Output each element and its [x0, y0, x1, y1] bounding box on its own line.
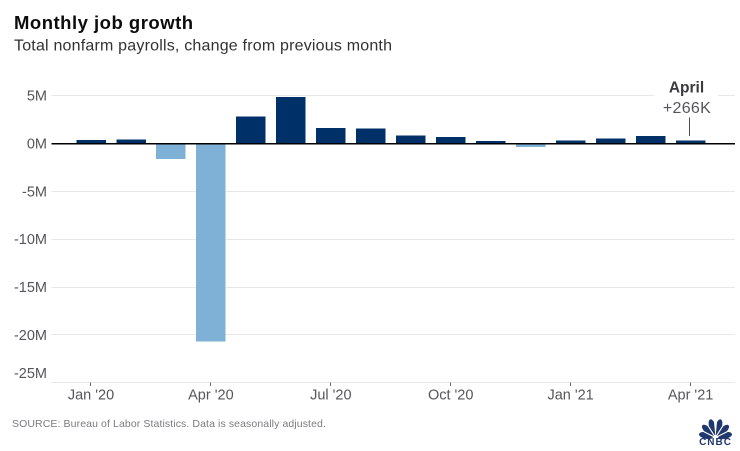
- svg-text:-15M: -15M: [14, 280, 47, 296]
- svg-text:0M: 0M: [27, 137, 47, 153]
- svg-text:-10M: -10M: [14, 232, 47, 248]
- svg-text:CNBC: CNBC: [699, 437, 732, 448]
- svg-text:Oct '20: Oct '20: [428, 387, 473, 403]
- svg-text:April: April: [669, 80, 704, 97]
- svg-text:Jan '21: Jan '21: [547, 387, 593, 403]
- svg-text:SOURCE: Bureau of Labor Statis: SOURCE: Bureau of Labor Statistics. Data…: [12, 418, 326, 430]
- svg-text:Monthly job growth: Monthly job growth: [14, 12, 194, 33]
- svg-text:5M: 5M: [27, 88, 47, 104]
- svg-text:-20M: -20M: [14, 328, 47, 344]
- svg-text:Total nonfarm payrolls, change: Total nonfarm payrolls, change from prev…: [14, 38, 392, 55]
- svg-text:Jul '20: Jul '20: [310, 387, 351, 403]
- svg-text:-25M: -25M: [14, 366, 47, 382]
- svg-text:Apr '20: Apr '20: [188, 387, 234, 403]
- svg-text:Apr '21: Apr '21: [668, 387, 714, 403]
- svg-text:-5M: -5M: [22, 184, 47, 200]
- svg-text:+266K: +266K: [663, 100, 711, 117]
- svg-text:Jan '20: Jan '20: [68, 387, 114, 403]
